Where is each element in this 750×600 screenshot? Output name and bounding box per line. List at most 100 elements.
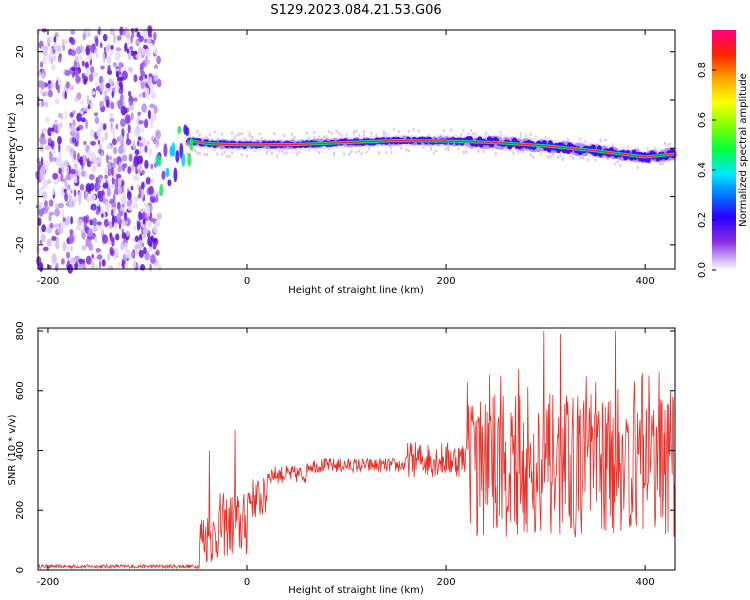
- noise-blob: [108, 221, 113, 230]
- noise-blob: [147, 59, 150, 65]
- track-halo-dot: [290, 132, 293, 136]
- noise-blob: [64, 110, 68, 120]
- noise-blob: [78, 196, 82, 206]
- noise-blob: [116, 35, 122, 41]
- noise-blob: [73, 178, 78, 184]
- noise-blob: [145, 253, 150, 259]
- noise-blob: [126, 40, 130, 46]
- noise-blob: [156, 212, 162, 221]
- track-halo-dot: [385, 132, 388, 136]
- track-halo-dot: [355, 129, 358, 133]
- noise-blob: [124, 242, 128, 251]
- noise-blob: [66, 245, 70, 251]
- noise-blob: [153, 64, 159, 70]
- noise-blob: [116, 213, 122, 221]
- track-halo-dot: [614, 162, 617, 166]
- track-halo-dot: [666, 143, 669, 147]
- noise-blob: [106, 187, 111, 197]
- noise-blob: [149, 217, 155, 222]
- noise-blob: [54, 208, 61, 217]
- noise-blob: [157, 263, 162, 272]
- noise-blob: [127, 205, 132, 211]
- noise-blob: [56, 156, 62, 167]
- noise-blob: [105, 203, 111, 213]
- snr-background: [38, 328, 675, 570]
- track-halo-dot: [646, 147, 649, 151]
- noise-blob: [87, 228, 94, 237]
- noise-blob: [126, 48, 130, 54]
- noise-blob: [62, 44, 66, 52]
- noise-blob: [133, 176, 139, 181]
- track-halo-dot: [519, 132, 522, 136]
- noise-blob: [135, 53, 142, 60]
- track-halo-dot: [385, 151, 388, 154]
- noise-blob: [132, 202, 139, 209]
- noise-blob: [87, 160, 92, 168]
- noise-blob: [118, 81, 123, 88]
- noise-blob: [93, 256, 98, 261]
- noise-blob: [109, 236, 115, 242]
- track-halo-dot: [305, 131, 308, 135]
- noise-blob: [102, 33, 108, 42]
- noise-blob: [141, 169, 145, 175]
- onset-blob: [167, 179, 172, 187]
- noise-blob: [152, 223, 158, 234]
- noise-blob: [40, 80, 46, 90]
- noise-blob: [76, 175, 80, 182]
- noise-blob: [112, 33, 117, 44]
- track-halo-dot: [427, 133, 430, 137]
- track-halo-dot: [186, 152, 189, 156]
- noise-blob: [66, 194, 73, 201]
- noise-blob: [83, 78, 87, 85]
- noise-blob: [79, 156, 83, 166]
- noise-blob: [81, 72, 85, 79]
- noise-blob: [99, 100, 104, 108]
- noise-blob: [149, 203, 153, 213]
- track-halo-dot: [265, 151, 268, 155]
- noise-blob: [147, 210, 151, 218]
- noise-blob: [125, 30, 131, 40]
- track-halo-dot: [519, 135, 522, 139]
- track-halo-dot: [228, 154, 231, 158]
- noise-blob: [105, 99, 110, 108]
- noise-blob: [127, 124, 131, 134]
- noise-blob: [64, 69, 71, 77]
- track-halo-dot: [285, 151, 288, 155]
- track-halo-dot: [280, 149, 283, 153]
- track-halo-dot: [236, 133, 239, 137]
- colorbar-label: Normalized spectral amplitude: [738, 73, 749, 227]
- noise-blob: [92, 205, 95, 211]
- track-halo-dot: [270, 151, 273, 155]
- noise-blob: [60, 173, 64, 182]
- noise-blob: [56, 262, 59, 268]
- noise-blob: [150, 254, 156, 264]
- track-halo-dot: [333, 153, 336, 157]
- track-halo-dot: [355, 150, 358, 154]
- track-halo-dot: [367, 147, 370, 151]
- track-halo-dot: [315, 148, 318, 152]
- noise-blob: [139, 143, 143, 147]
- noise-blob: [140, 127, 144, 133]
- track-halo-dot: [208, 132, 211, 136]
- noise-blob: [111, 214, 115, 225]
- noise-blob: [50, 127, 55, 132]
- track-halo-dot: [241, 153, 243, 157]
- colorbar-tick-label: 0.6: [697, 112, 708, 128]
- noise-blob: [50, 81, 54, 89]
- track-halo-dot: [350, 149, 353, 153]
- track-halo-dot: [283, 151, 286, 155]
- noise-blob: [87, 149, 92, 158]
- track-halo-dot: [295, 152, 298, 156]
- track-halo-dot: [470, 129, 472, 133]
- noise-blob: [58, 143, 61, 153]
- noise-blob: [102, 53, 106, 64]
- noise-blob: [116, 77, 123, 82]
- noise-blob: [125, 230, 130, 237]
- track-halo-dot: [360, 152, 363, 156]
- noise-blob: [119, 206, 125, 212]
- noise-blob: [136, 31, 141, 38]
- onset-blob: [189, 137, 194, 151]
- noise-blob: [79, 55, 83, 60]
- noise-blob: [116, 173, 122, 179]
- track-halo-dot: [544, 136, 547, 140]
